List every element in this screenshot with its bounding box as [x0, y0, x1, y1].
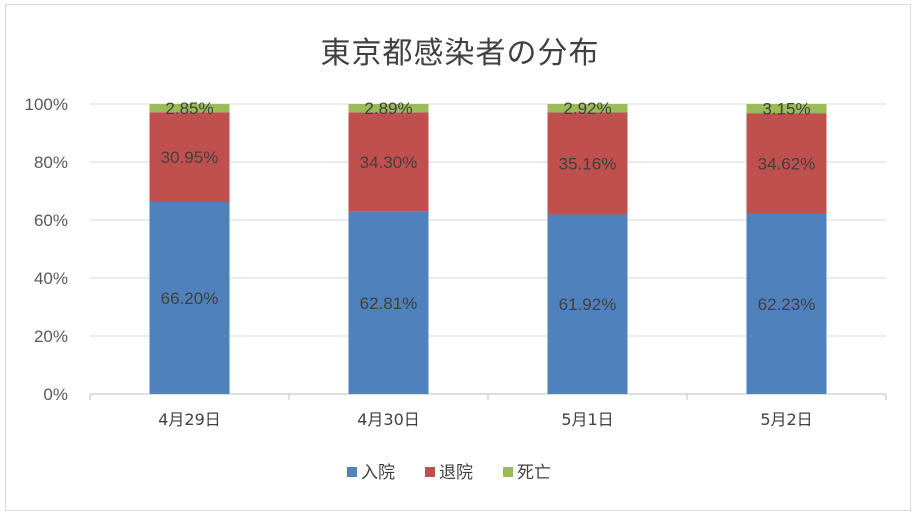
bar-segment [547, 112, 628, 215]
bar-segment [746, 113, 827, 214]
data-label: 3.15% [762, 100, 810, 119]
legend-swatch [503, 467, 513, 477]
data-label: 62.23% [758, 295, 816, 314]
bar-segment [149, 112, 230, 203]
bar-segment [348, 112, 429, 212]
bar-segment [348, 211, 429, 394]
y-tick-label: 0% [43, 385, 68, 404]
data-label: 62.81% [360, 294, 418, 313]
bar-segment [547, 214, 628, 394]
x-tick-label: 4月29日 [158, 410, 221, 429]
y-tick-label: 60% [34, 211, 68, 230]
bar-segment [149, 104, 230, 113]
legend-swatch [425, 467, 435, 477]
legend-item: 退院 [425, 463, 473, 483]
legend-swatch [347, 467, 357, 477]
bar-segment [149, 202, 230, 394]
bars [149, 104, 827, 394]
legend-item: 死亡 [503, 463, 551, 483]
bar-segment [348, 104, 429, 113]
y-tick-label: 80% [34, 153, 68, 172]
bar-segment [547, 104, 628, 113]
y-tick-label: 100% [25, 95, 68, 114]
y-tick-label: 40% [34, 269, 68, 288]
legend-label: 入院 [361, 463, 395, 483]
bar-segment [746, 104, 827, 114]
data-label: 2.85% [165, 99, 213, 118]
legend: 入院 退院 死亡 [347, 463, 551, 483]
data-label: 61.92% [559, 295, 617, 314]
data-labels: 66.20% 30.95% 2.85% 62.81% 34.30% 2.89% 61.92%… [161, 99, 816, 314]
legend-label: 退院 [439, 463, 473, 483]
legend-label: 死亡 [517, 463, 551, 483]
data-label: 35.16% [559, 154, 617, 173]
bar-segment [746, 213, 827, 394]
legend-item: 入院 [347, 463, 395, 483]
x-tick-label: 5月2日 [760, 410, 812, 429]
x-axis: 4月29日 4月30日 5月1日 5月2日 [89, 394, 887, 429]
data-label: 30.95% [161, 148, 219, 167]
data-label: 66.20% [161, 289, 219, 308]
chart-title: 東京都感染者の分布 [320, 36, 600, 71]
x-tick-label: 5月1日 [561, 410, 613, 429]
data-label: 34.62% [758, 154, 816, 173]
y-axis-ticks: 0% 20% 40% 60% 80% 100% [25, 95, 68, 404]
data-label: 2.92% [563, 99, 611, 118]
y-tick-label: 20% [34, 327, 68, 346]
x-tick-label: 4月30日 [357, 410, 420, 429]
data-label: 2.89% [364, 99, 412, 118]
data-label: 34.30% [360, 153, 418, 172]
